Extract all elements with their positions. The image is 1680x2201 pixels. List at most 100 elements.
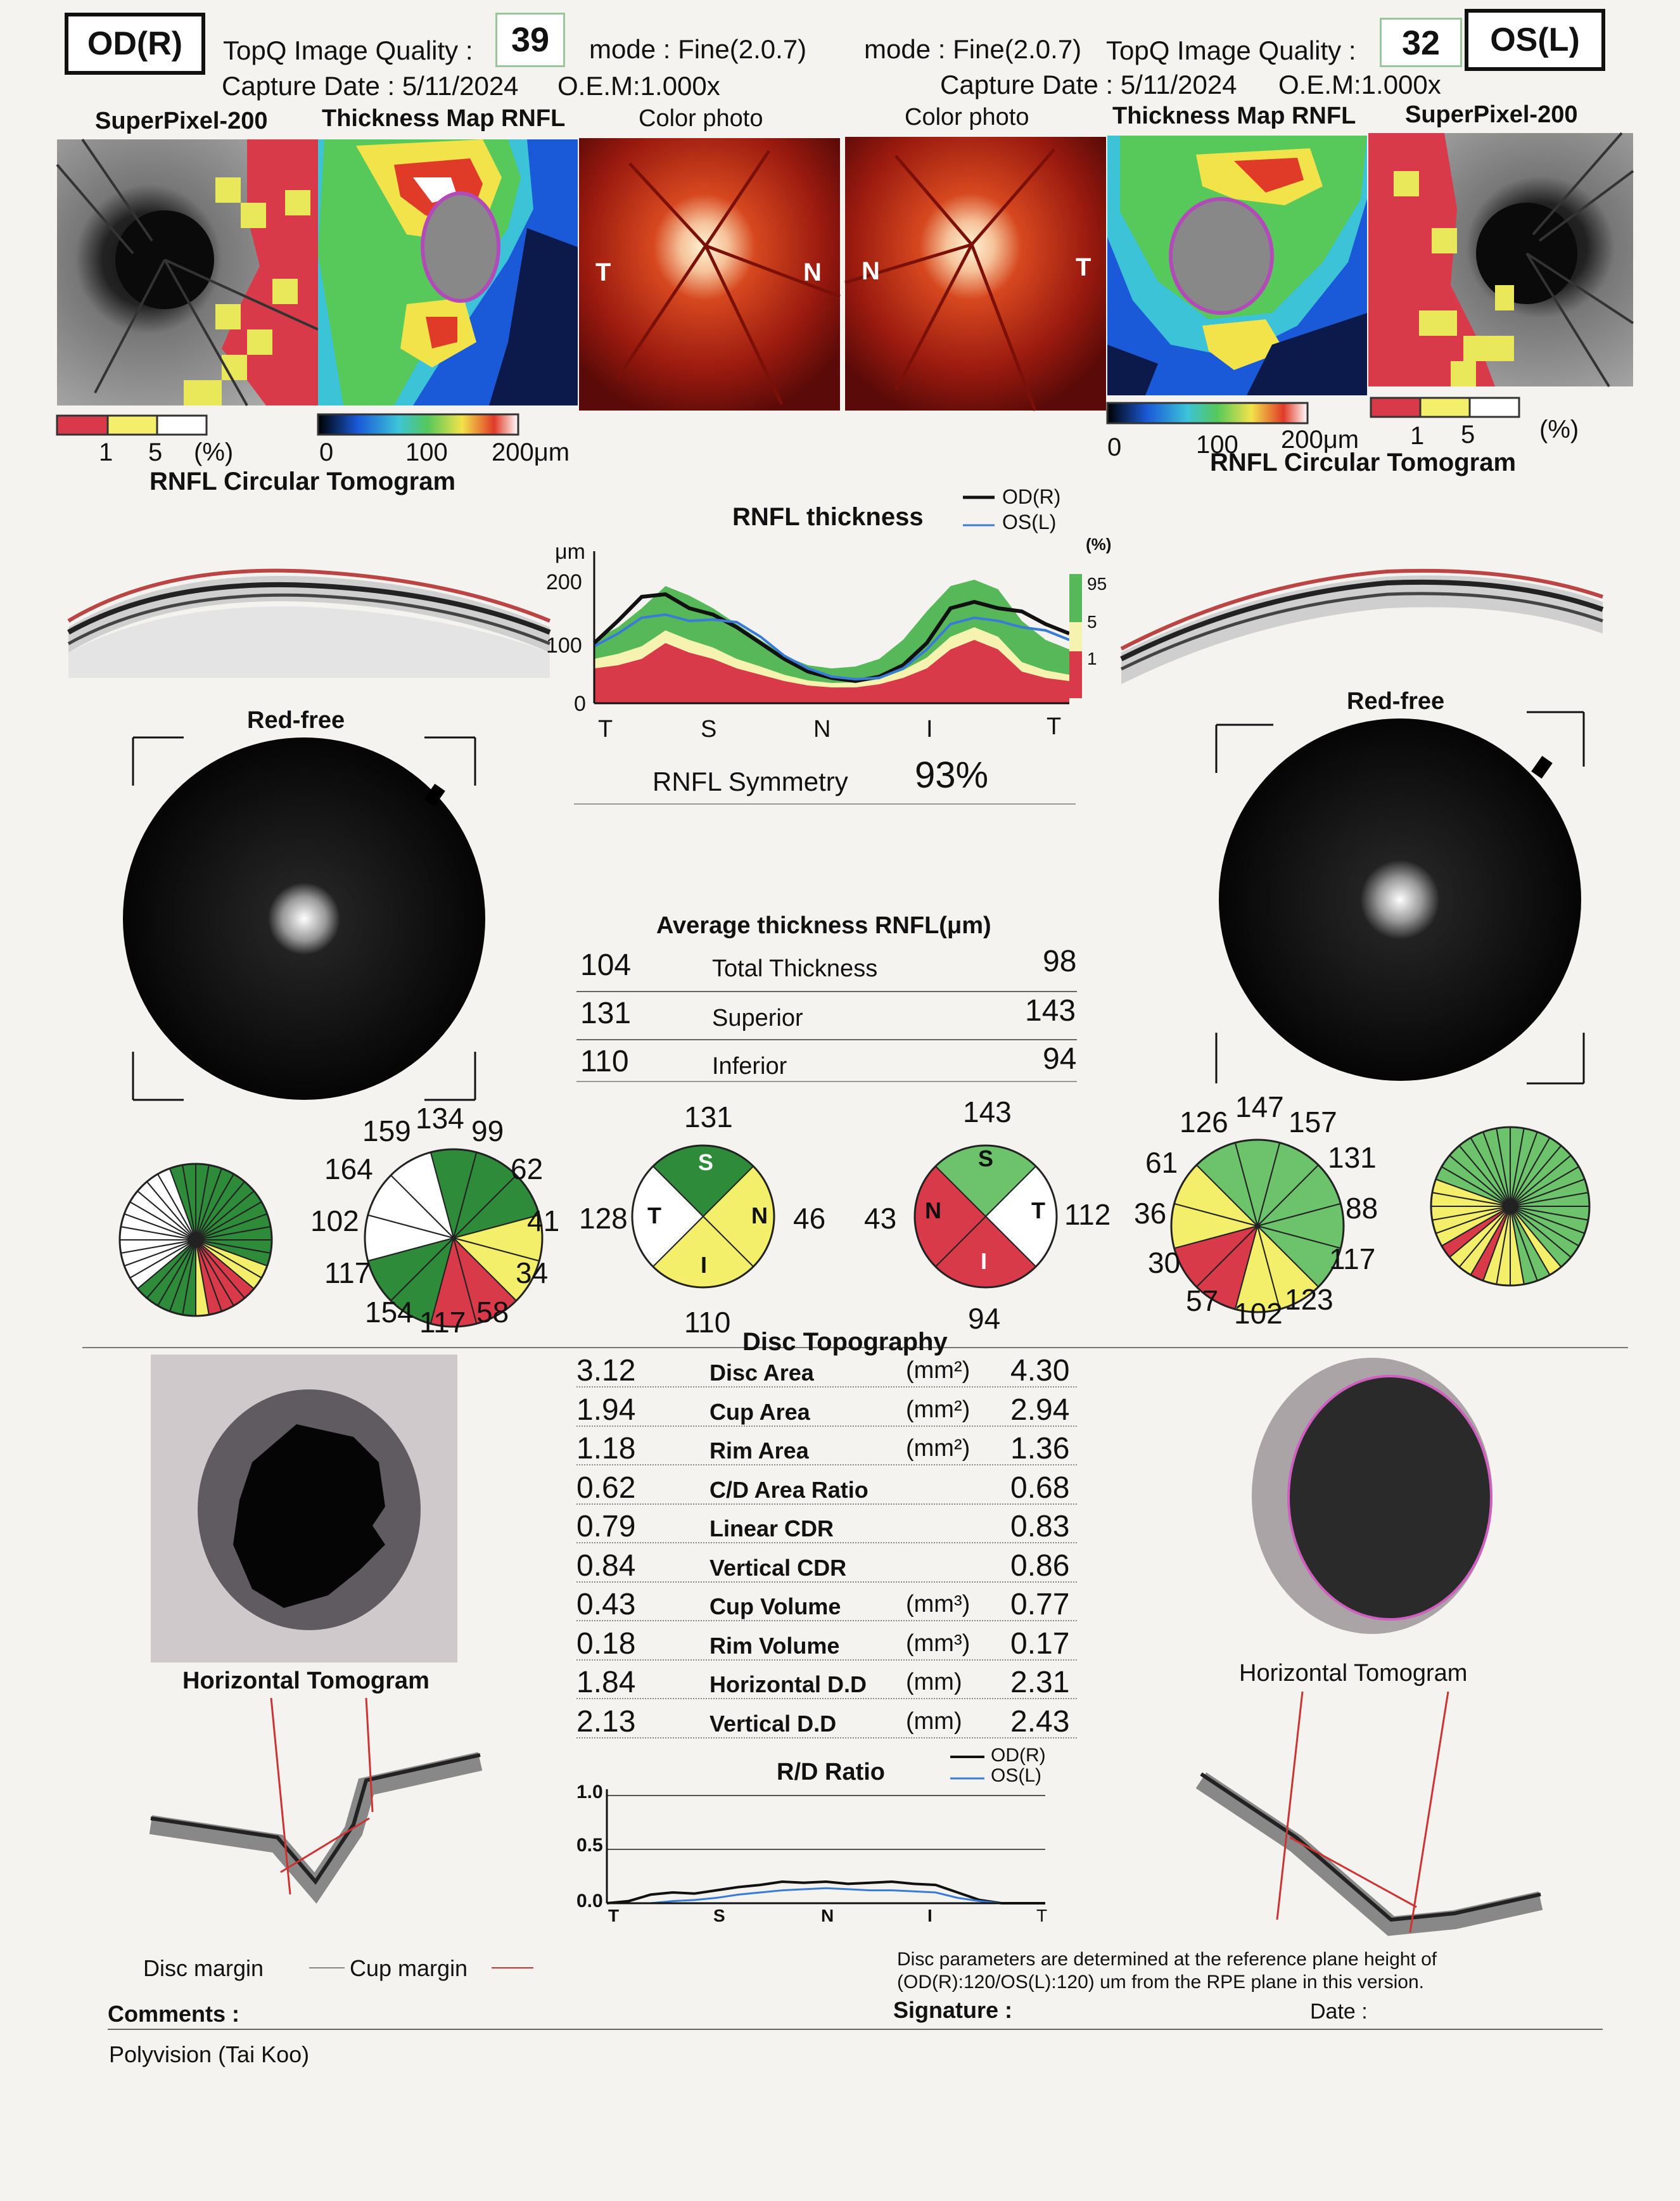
- os-clock-label: 147: [1235, 1090, 1284, 1123]
- disc-row: 0.84 Vertical CDR 0.86: [576, 1545, 1077, 1583]
- disc-param-name: Rim Volume: [710, 1632, 840, 1659]
- rnfl-thickness-chart: [592, 551, 1071, 705]
- od-quad-n: N: [751, 1203, 768, 1228]
- cup-margin-label: Cup margin: [350, 1955, 468, 1981]
- os-horizontal-tomogram: [1195, 1691, 1543, 1936]
- rnfl-x-tick-t1: T: [598, 716, 613, 743]
- od-thickness-map-image: [318, 139, 578, 405]
- disc-row: 0.43 Cup Volume (mm³) 0.77: [576, 1583, 1077, 1621]
- os-quad-outline: [913, 1144, 1058, 1289]
- disc-row-divider: [576, 1581, 1077, 1583]
- disc-row-divider: [576, 1698, 1077, 1699]
- rd-legend-os-line: [950, 1777, 984, 1780]
- od-sp-legend-5: 5: [148, 438, 163, 466]
- avg-divider: [576, 1039, 1077, 1040]
- disc-row: 0.79 Linear CDR 0.83: [576, 1505, 1077, 1543]
- os-fundus-n: N: [862, 257, 880, 285]
- os-redfree-image: [1215, 711, 1585, 1085]
- disc-unit: (mm³): [906, 1630, 970, 1657]
- os-quad-bottom: 94: [968, 1302, 1001, 1335]
- rd-x-tick: T: [1036, 1906, 1048, 1925]
- os-quality-label: TopQ Image Quality :: [1106, 35, 1356, 65]
- od-clock-label: 58: [476, 1296, 509, 1329]
- od-horizontal-title: Horizontal Tomogram: [182, 1668, 430, 1694]
- od-clock-label: 164: [324, 1152, 373, 1185]
- disc-margin-line: [309, 1967, 345, 1968]
- os-circular-tomogram: [1120, 568, 1604, 684]
- footer-note-2: (OD(R):120/OS(L):120) um from the RPE pl…: [897, 1972, 1424, 1993]
- disc-param-name: Disc Area: [710, 1360, 814, 1386]
- rnfl-pct-bar: [1069, 574, 1082, 698]
- od-quad-outline: [631, 1144, 775, 1289]
- rnfl-legend-od-line: [963, 495, 995, 499]
- od-quad-bottom: 110: [684, 1306, 731, 1339]
- od-fundus-n: N: [803, 258, 822, 286]
- disc-unit: (mm³): [906, 1591, 970, 1617]
- rnfl-y-tick-100: 100: [546, 634, 582, 658]
- disc-unit: (mm): [906, 1707, 962, 1735]
- avg-od-value: 110: [580, 1045, 629, 1078]
- disc-row: 1.84 Horizontal D.D (mm) 2.31: [576, 1661, 1077, 1699]
- clinic-name: Polyvision (Tai Koo): [109, 2041, 310, 2067]
- od-clock-label: 62: [511, 1152, 544, 1185]
- rnfl-pct-1: 1: [1087, 649, 1097, 668]
- disc-row: 1.18 Rim Area (mm²) 1.36: [576, 1427, 1077, 1465]
- os-capture-date: Capture Date : 5/11/2024: [940, 70, 1237, 99]
- os-disc-image: [1245, 1353, 1499, 1638]
- od-disc-image: [151, 1355, 457, 1662]
- od-tm-legend-0: 0: [319, 438, 334, 466]
- os-horizontal-title: Horizontal Tomogram: [1239, 1660, 1468, 1687]
- rd-title: R/D Ratio: [777, 1759, 885, 1785]
- od-color-photo-image: [579, 138, 841, 411]
- rnfl-legend-os: OS(L): [1002, 511, 1057, 533]
- od-quality-value: 39: [495, 13, 565, 67]
- os-quad-t: T: [1031, 1197, 1045, 1223]
- od-tm-legend-200: 200μm: [492, 438, 570, 466]
- avg-divider: [576, 991, 1077, 992]
- signature-label: Signature :: [893, 1997, 1013, 2023]
- os-quad-n: N: [925, 1197, 941, 1223]
- os-superpixel-title: SuperPixel-200: [1405, 101, 1578, 128]
- rnfl-pct-5: 5: [1087, 612, 1097, 632]
- od-clock-small-chart: [118, 1163, 273, 1317]
- od-clock-label: 159: [362, 1114, 411, 1147]
- os-superpixel-legend: [1370, 397, 1520, 418]
- os-quad-left: 43: [864, 1202, 897, 1235]
- os-eye-label: OS(L): [1465, 9, 1605, 71]
- disc-os-value: 0.77: [1010, 1588, 1070, 1621]
- disc-row-divider: [576, 1464, 1077, 1465]
- od-clock-label: 134: [416, 1102, 464, 1135]
- disc-row: 0.62 C/D Area Ratio 0.68: [576, 1467, 1077, 1505]
- disc-row: 1.94 Cup Area (mm²) 2.94: [576, 1389, 1077, 1427]
- os-color-photo-title: Color photo: [905, 104, 1029, 131]
- avg-os-value: 143: [1025, 994, 1076, 1028]
- disc-title: Disc Topography: [742, 1328, 948, 1356]
- disc-param-name: C/D Area Ratio: [710, 1476, 869, 1503]
- od-quad-right: 46: [793, 1202, 826, 1235]
- od-clock-label: 154: [365, 1296, 414, 1329]
- os-superpixel-image: [1368, 132, 1634, 388]
- rd-legend-od-line: [950, 1756, 984, 1758]
- disc-row-divider: [576, 1620, 1077, 1621]
- od-capture-date: Capture Date : 5/11/2024: [222, 71, 519, 101]
- rnfl-legend-od: OD(R): [1002, 485, 1061, 508]
- footer-note-1: Disc parameters are determined at the re…: [897, 1949, 1437, 1970]
- od-quality-label: TopQ Image Quality :: [223, 35, 473, 65]
- rnfl-series-os: [594, 613, 1070, 681]
- os-thickness-legend: [1106, 402, 1309, 424]
- os-tomogram-title: RNFL Circular Tomogram: [1210, 449, 1517, 476]
- os-sp-legend-5: 5: [1461, 421, 1475, 449]
- disc-unit: (mm): [906, 1669, 962, 1695]
- rd-ratio-chart: [606, 1789, 1045, 1904]
- rnfl-y-tick-0: 0: [574, 692, 586, 716]
- avg-row: 104 Total Thickness 98: [576, 944, 1083, 988]
- rnfl-symmetry-value: 93%: [915, 755, 989, 796]
- disc-row-divider: [576, 1425, 1077, 1427]
- os-sp-legend-pct: (%): [1539, 416, 1579, 443]
- avg-name: Inferior: [712, 1053, 787, 1080]
- disc-od-value: 1.84: [576, 1666, 636, 1699]
- od-thickness-map-title: Thickness Map RNFL: [322, 105, 566, 132]
- os-clock-label: 123: [1285, 1283, 1333, 1316]
- rd-y-tick: 0.0: [576, 1891, 603, 1911]
- od-clock-label: 117: [419, 1306, 466, 1339]
